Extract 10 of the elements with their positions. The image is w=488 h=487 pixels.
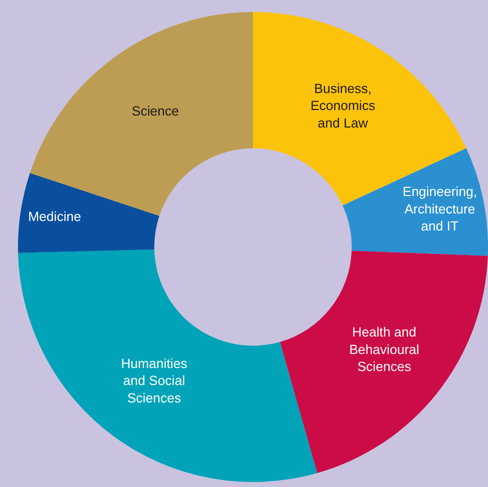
slice-label: Science xyxy=(132,103,179,118)
slice-label: Business, Economics and Law xyxy=(310,80,376,130)
slice-label: Humanities and Social Sciences xyxy=(120,356,188,406)
slice-label: Medicine xyxy=(28,209,82,224)
donut-slice xyxy=(18,249,318,482)
donut-slice xyxy=(342,148,488,256)
slice-label: Health and Behavioural Sciences xyxy=(349,324,420,374)
donut-slice xyxy=(18,172,160,253)
slice-label: Engineering, Architecture and IT xyxy=(402,184,478,234)
donut-slice xyxy=(280,250,488,474)
